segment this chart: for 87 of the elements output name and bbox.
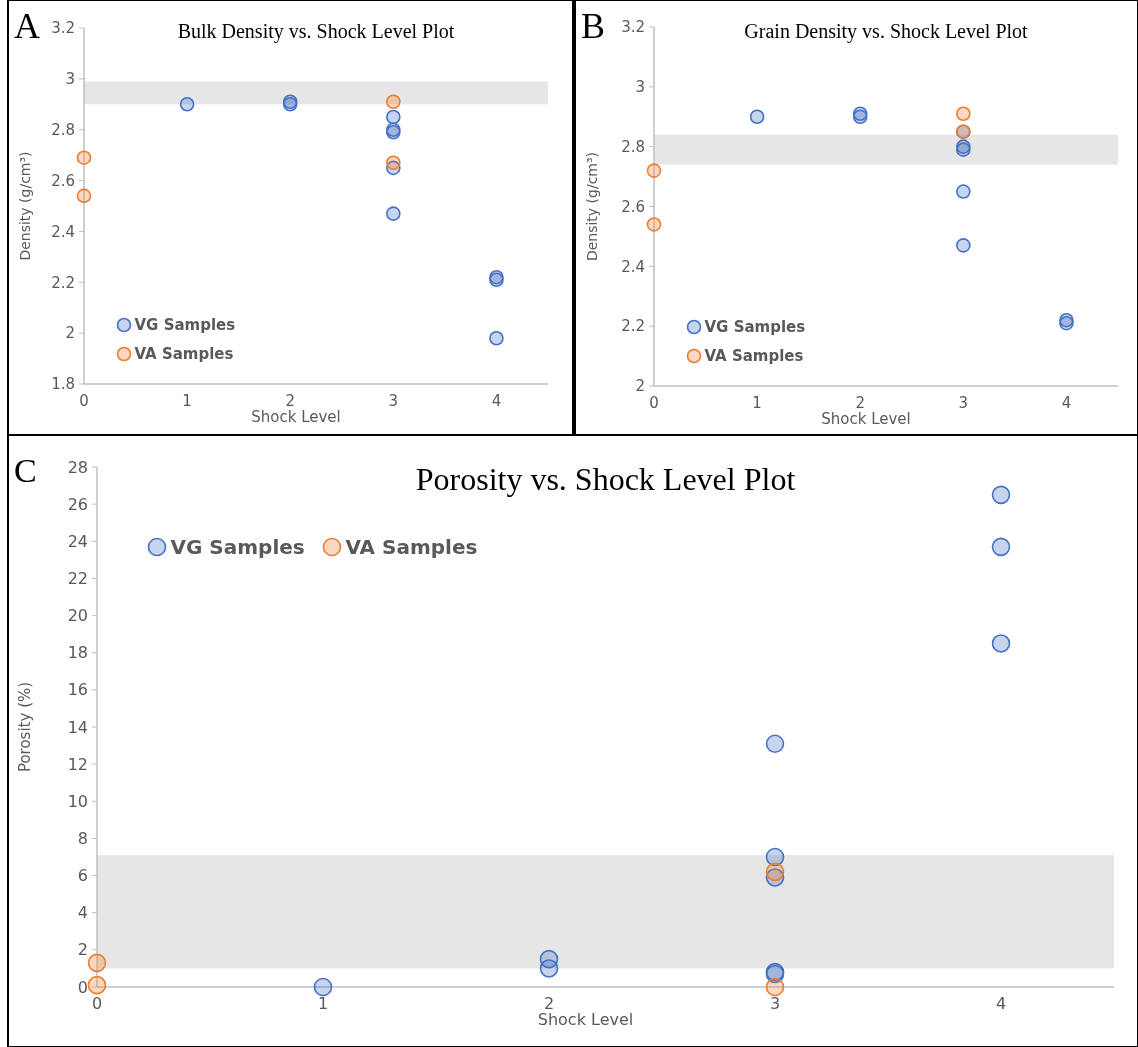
y-axis-title: Density (g/cm³) <box>584 151 600 262</box>
y-tick-label: 2.8 <box>51 120 75 139</box>
x-axis-title: Shock Level <box>251 408 341 426</box>
point <box>76 150 92 165</box>
point <box>765 862 785 882</box>
text: A <box>14 6 40 46</box>
point <box>179 96 195 112</box>
x-axis-title: Shock Level <box>537 1010 634 1029</box>
y-tick-label: 4 <box>77 903 88 923</box>
y-tick-label: 18 <box>67 643 88 663</box>
chart-title: Porosity vs. Shock Level Plot <box>415 461 796 497</box>
y-tick-label: 2 <box>65 324 75 343</box>
x-tick-label: 0 <box>91 994 103 1013</box>
point <box>749 109 765 125</box>
point <box>991 634 1011 653</box>
y-tick-label: 2 <box>635 377 645 396</box>
x-tick-label: 1 <box>182 392 192 410</box>
point <box>956 238 971 253</box>
legend-label: VG Samples <box>170 535 305 559</box>
y-tick-label: 2.2 <box>621 317 645 336</box>
x-tick-label: 3 <box>769 994 781 1013</box>
legend-label: VG Samples <box>704 318 806 337</box>
point <box>87 953 107 973</box>
text: C <box>14 452 37 489</box>
y-tick-label: 3 <box>65 70 75 89</box>
x-tick-label: 4 <box>491 392 502 410</box>
y-tick-label: 2 <box>77 940 88 960</box>
point <box>991 537 1011 557</box>
legend-label: VA Samples <box>704 347 804 366</box>
point <box>956 184 971 199</box>
point <box>765 977 785 997</box>
text: B <box>581 6 606 46</box>
y-axis-title: Porosity (%) <box>16 681 34 773</box>
y-axis-title: Density (g/cm³) <box>17 151 33 261</box>
chart-title: Bulk Density vs. Shock Level Plot <box>177 20 455 43</box>
point <box>539 959 559 978</box>
x-tick-label: 2 <box>855 394 865 412</box>
y-tick-label: 20 <box>67 606 88 626</box>
y-tick-label: 28 <box>67 457 88 477</box>
x-tick-label: 3 <box>958 394 969 412</box>
x-tick-label: 1 <box>752 394 762 412</box>
y-tick-label: 16 <box>67 680 88 700</box>
y-tick-label: 2.8 <box>621 137 645 156</box>
point <box>765 847 785 867</box>
legend-label: VA Samples <box>134 345 234 364</box>
y-tick-label: 24 <box>67 531 88 551</box>
point <box>76 188 92 204</box>
y-tick-label: 3 <box>635 78 645 97</box>
y-tick-label: 0 <box>77 977 88 997</box>
point <box>386 206 401 221</box>
y-tick-label: 22 <box>67 569 88 589</box>
y-tick-label: 2.6 <box>51 171 75 190</box>
x-tick-label: 2 <box>543 994 555 1013</box>
x-tick-label: 3 <box>388 392 399 410</box>
point <box>646 217 662 232</box>
y-tick-label: 2.6 <box>621 197 645 216</box>
x-tick-label: 4 <box>995 994 1007 1013</box>
point <box>386 109 401 125</box>
y-tick-label: 2.4 <box>621 257 645 276</box>
point <box>991 485 1011 505</box>
x-tick-label: 4 <box>1061 394 1072 412</box>
point <box>765 734 785 754</box>
y-tick-label: 1.8 <box>51 375 75 394</box>
point <box>489 330 504 346</box>
point <box>956 106 971 122</box>
y-tick-label: 14 <box>67 717 88 737</box>
y-tick-label: 6 <box>77 866 88 886</box>
point <box>646 163 662 178</box>
legend-label: VG Samples <box>134 316 236 335</box>
y-tick-label: 26 <box>67 494 88 514</box>
point <box>87 975 107 995</box>
y-tick-label: 2.2 <box>51 273 75 292</box>
x-axis-title: Shock Level <box>821 410 911 428</box>
x-tick-label: 1 <box>317 994 329 1013</box>
x-tick-label: 0 <box>649 394 659 412</box>
y-tick-label: 2.4 <box>51 222 75 241</box>
y-tick-label: 10 <box>67 791 88 811</box>
y-tick-label: 3.2 <box>621 18 645 37</box>
point <box>386 155 401 171</box>
x-tick-label: 2 <box>285 392 295 410</box>
point <box>313 977 333 997</box>
chart-title: Grain Density vs. Shock Level Plot <box>744 20 1029 43</box>
y-tick-label: 8 <box>77 829 88 849</box>
y-tick-label: 3.2 <box>51 19 75 38</box>
y-tick-label: 12 <box>67 754 88 774</box>
legend-label: VA Samples <box>345 535 478 559</box>
point <box>386 94 401 110</box>
